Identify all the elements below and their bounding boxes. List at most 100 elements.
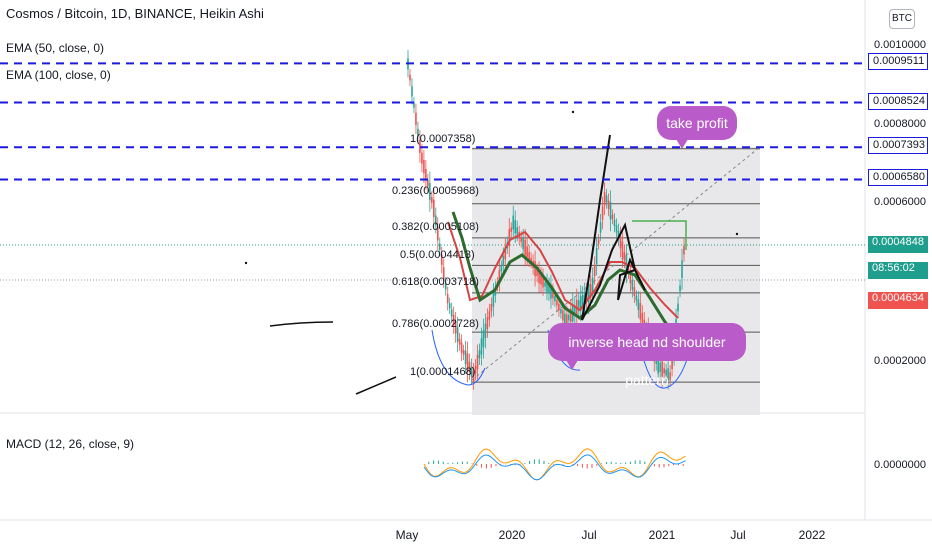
candle-body [579, 295, 582, 311]
candle-body [589, 284, 592, 298]
candle-body [556, 300, 558, 306]
macd-signal-line [423, 448, 686, 481]
candle-body [637, 299, 640, 310]
candle-body [425, 168, 427, 181]
candle-body [619, 235, 622, 249]
candle-body [478, 350, 481, 359]
pattern-annotation-tail [566, 360, 578, 370]
candle-body [440, 254, 443, 266]
x-tick-label: Jul [581, 528, 597, 542]
candle-body [433, 199, 435, 218]
x-tick-label: May [395, 528, 419, 542]
macd-legend[interactable]: MACD (12, 26, close, 9) [6, 437, 135, 451]
candle-body [458, 338, 461, 345]
pattern-annotation[interactable]: inverse head nd shoulder pattern [548, 323, 746, 388]
take-profit-annotation-tail [676, 139, 688, 149]
candle-body [623, 252, 626, 261]
candle-body [486, 317, 489, 329]
y-tick-label: 0.0002000 [874, 355, 926, 367]
candle-body [530, 257, 532, 263]
fib-trend-line [471, 146, 761, 381]
candle-body [679, 285, 681, 292]
candle-body [536, 269, 538, 276]
candle-body [564, 313, 566, 326]
candle-body [581, 295, 584, 307]
candle-body [633, 287, 636, 296]
currency-button[interactable]: BTC [889, 9, 915, 29]
candle-body [466, 353, 469, 371]
stray-dot [735, 232, 739, 236]
candle-body [566, 314, 568, 326]
candle-body [639, 302, 642, 320]
y-tick-label: 0.0010000 [874, 39, 926, 51]
hand-drawn-stroke [269, 321, 334, 327]
candle-body [597, 239, 600, 245]
candle-body [558, 303, 560, 311]
candle-body [419, 139, 421, 154]
candle-body [593, 265, 596, 277]
red-level-tag: 0.0004634 [868, 292, 928, 309]
stray-dot [244, 261, 248, 265]
y-tick-label: 0.0006000 [874, 196, 926, 208]
level-tag: 0.0007393 [868, 137, 928, 154]
candle-body [492, 292, 495, 307]
fib-level-label: 0.382(0.0005108) [392, 221, 479, 233]
candle-body [423, 159, 425, 174]
candle-body [436, 226, 439, 241]
candle-body [627, 268, 630, 274]
chart-title: Cosmos / Bitcoin, 1D, BINANCE, Heikin As… [6, 6, 264, 21]
candle-body [431, 197, 433, 203]
candle-body [641, 312, 644, 323]
candle-body [631, 280, 634, 290]
ema-100-legend[interactable]: EMA (100, close, 0) [6, 68, 111, 82]
candle-body [669, 372, 671, 381]
candle-body [546, 281, 548, 293]
candle-body [484, 323, 487, 339]
candle-body [427, 180, 429, 187]
candle-body [438, 243, 441, 250]
candle-body [534, 261, 536, 277]
candle-body [538, 270, 540, 284]
candle-body [444, 283, 447, 290]
ema-50-legend[interactable]: EMA (50, close, 0) [6, 41, 105, 55]
candle-body [460, 342, 463, 353]
candle-body [429, 183, 431, 201]
candle-body [480, 338, 483, 355]
candle-body [514, 220, 517, 234]
candle-body [540, 274, 542, 285]
candle-body [681, 260, 683, 278]
candle-body [476, 354, 479, 370]
macd-tick-label: 0.0000000 [874, 459, 926, 471]
current-price-tag: 0.0004848 [868, 236, 928, 253]
candle-body [500, 266, 503, 272]
x-tick-label: 2022 [798, 528, 826, 542]
candle-body [494, 288, 497, 296]
candle-body [621, 241, 624, 258]
candle-body [562, 310, 564, 321]
candle-body [526, 246, 528, 258]
candle-body [488, 311, 491, 320]
candle-body [434, 215, 437, 226]
candle-body [409, 74, 411, 81]
candle-body [510, 227, 513, 232]
candle-body [411, 86, 413, 97]
candle-body [595, 247, 598, 265]
candle-body [524, 239, 526, 256]
candle-body [552, 290, 554, 299]
candle-body [544, 282, 546, 287]
candle-body [482, 330, 485, 348]
fib-level-label: 0.236(0.0005968) [392, 185, 479, 197]
candle-body [470, 366, 473, 377]
hand-drawn-stroke [355, 376, 397, 395]
right-shoulder-curve [639, 344, 691, 389]
take-profit-annotation[interactable]: take profit [657, 106, 737, 140]
candle-body [568, 314, 570, 321]
macd-pane [423, 448, 686, 481]
candle-body [462, 350, 465, 355]
stray-dot [571, 110, 575, 114]
candle-body [550, 284, 552, 299]
candle-body [659, 362, 661, 372]
fib-level-label: 0.618(0.0003718) [392, 276, 479, 288]
candle-body [516, 227, 519, 235]
